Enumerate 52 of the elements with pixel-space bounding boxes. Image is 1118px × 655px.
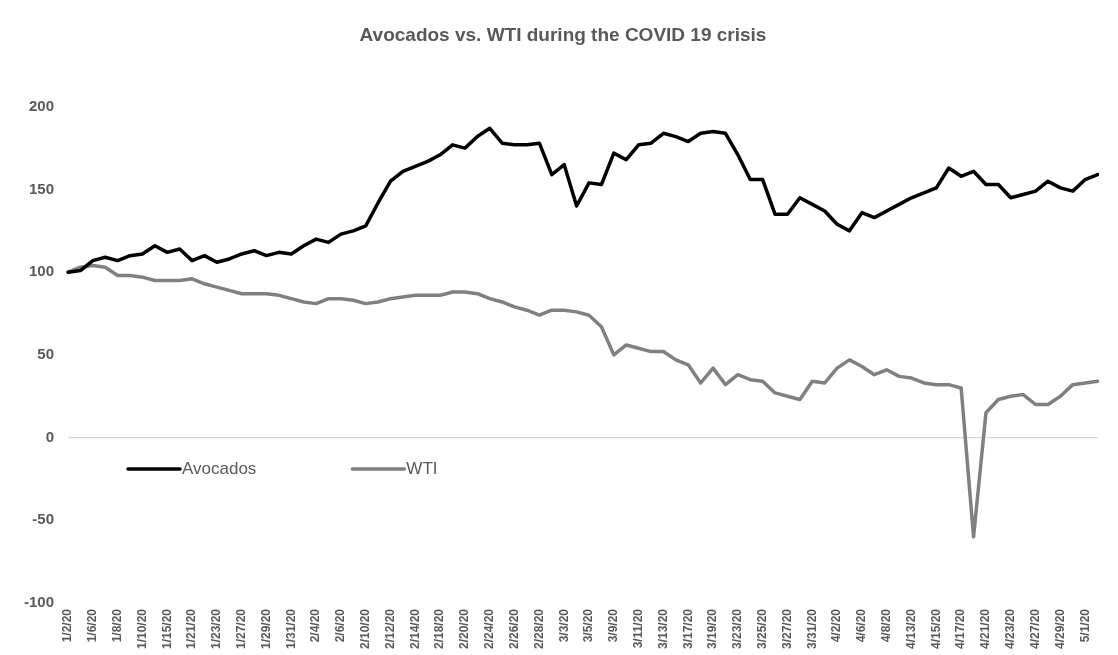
x-tick-label: 1/29/20	[258, 608, 273, 650]
x-tick-label: 3/23/20	[730, 608, 745, 650]
x-tick-label: 3/25/20	[754, 608, 769, 650]
x-tick-label: 1/6/20	[85, 608, 100, 643]
x-tick-label: 2/12/20	[382, 608, 397, 650]
y-tick-label: -50	[32, 510, 55, 528]
x-tick-label: 1/15/20	[159, 608, 174, 650]
x-tick-label: 3/5/20	[581, 608, 596, 643]
x-tick-label: 3/31/20	[804, 608, 819, 650]
x-tick-label: 1/23/20	[209, 608, 224, 650]
x-tick-label: 1/27/20	[234, 608, 248, 650]
x-tick-label: 3/13/20	[655, 608, 670, 650]
x-tick-label: 4/2/20	[829, 608, 844, 643]
x-tick-label: 2/26/20	[506, 608, 521, 650]
legend-label: Avocados	[182, 458, 257, 478]
y-tick-label: -100	[23, 593, 55, 611]
x-tick-label: 4/17/20	[953, 608, 968, 650]
x-tick-label: 2/24/20	[482, 608, 497, 650]
x-tick-label: 4/8/20	[879, 608, 894, 643]
x-tick-label: 3/3/20	[556, 608, 571, 643]
x-tick-label: 2/10/20	[358, 608, 373, 650]
x-tick-label: 3/27/20	[779, 608, 794, 650]
x-tick-label: 3/9/20	[606, 608, 621, 643]
x-tick-label: 2/20/20	[457, 608, 472, 650]
x-tick-label: 4/21/20	[978, 608, 993, 650]
x-tick-label: 2/18/20	[432, 608, 447, 650]
x-tick-label: 2/14/20	[407, 608, 422, 650]
x-tick-label: 4/15/20	[928, 608, 943, 650]
x-tick-label: 4/6/20	[854, 608, 869, 643]
x-tick-label: 4/13/20	[903, 608, 918, 650]
x-tick-label: 2/28/20	[531, 608, 546, 650]
x-tick-label: 4/23/20	[1003, 608, 1018, 650]
x-tick-label: 3/17/20	[680, 608, 695, 650]
x-tick-label: 2/4/20	[308, 608, 323, 643]
x-tick-label: 1/2/20	[60, 608, 75, 643]
x-tick-label: 4/29/20	[1052, 608, 1067, 650]
y-tick-label: 50	[37, 345, 55, 363]
x-tick-label: 1/10/20	[134, 608, 149, 650]
x-tick-label: 1/8/20	[109, 608, 124, 643]
x-tick-label: 4/27/20	[1027, 608, 1042, 650]
x-tick-label: 2/6/20	[333, 608, 348, 643]
y-tick-label: 0	[45, 427, 55, 445]
x-tick-label: 5/1/20	[1077, 608, 1092, 643]
y-tick-label: 150	[28, 179, 55, 197]
x-tick-label: 3/19/20	[705, 608, 720, 650]
chart-title: Avocados vs. WTI during the COVID 19 crisis	[359, 23, 767, 45]
x-tick-label: 1/21/20	[184, 608, 199, 650]
legend-label: WTI	[406, 458, 438, 478]
y-tick-label: 100	[28, 262, 55, 280]
x-tick-label: 1/31/20	[283, 608, 298, 650]
x-tick-label: 3/11/20	[630, 608, 645, 649]
y-tick-label: 200	[28, 96, 55, 114]
